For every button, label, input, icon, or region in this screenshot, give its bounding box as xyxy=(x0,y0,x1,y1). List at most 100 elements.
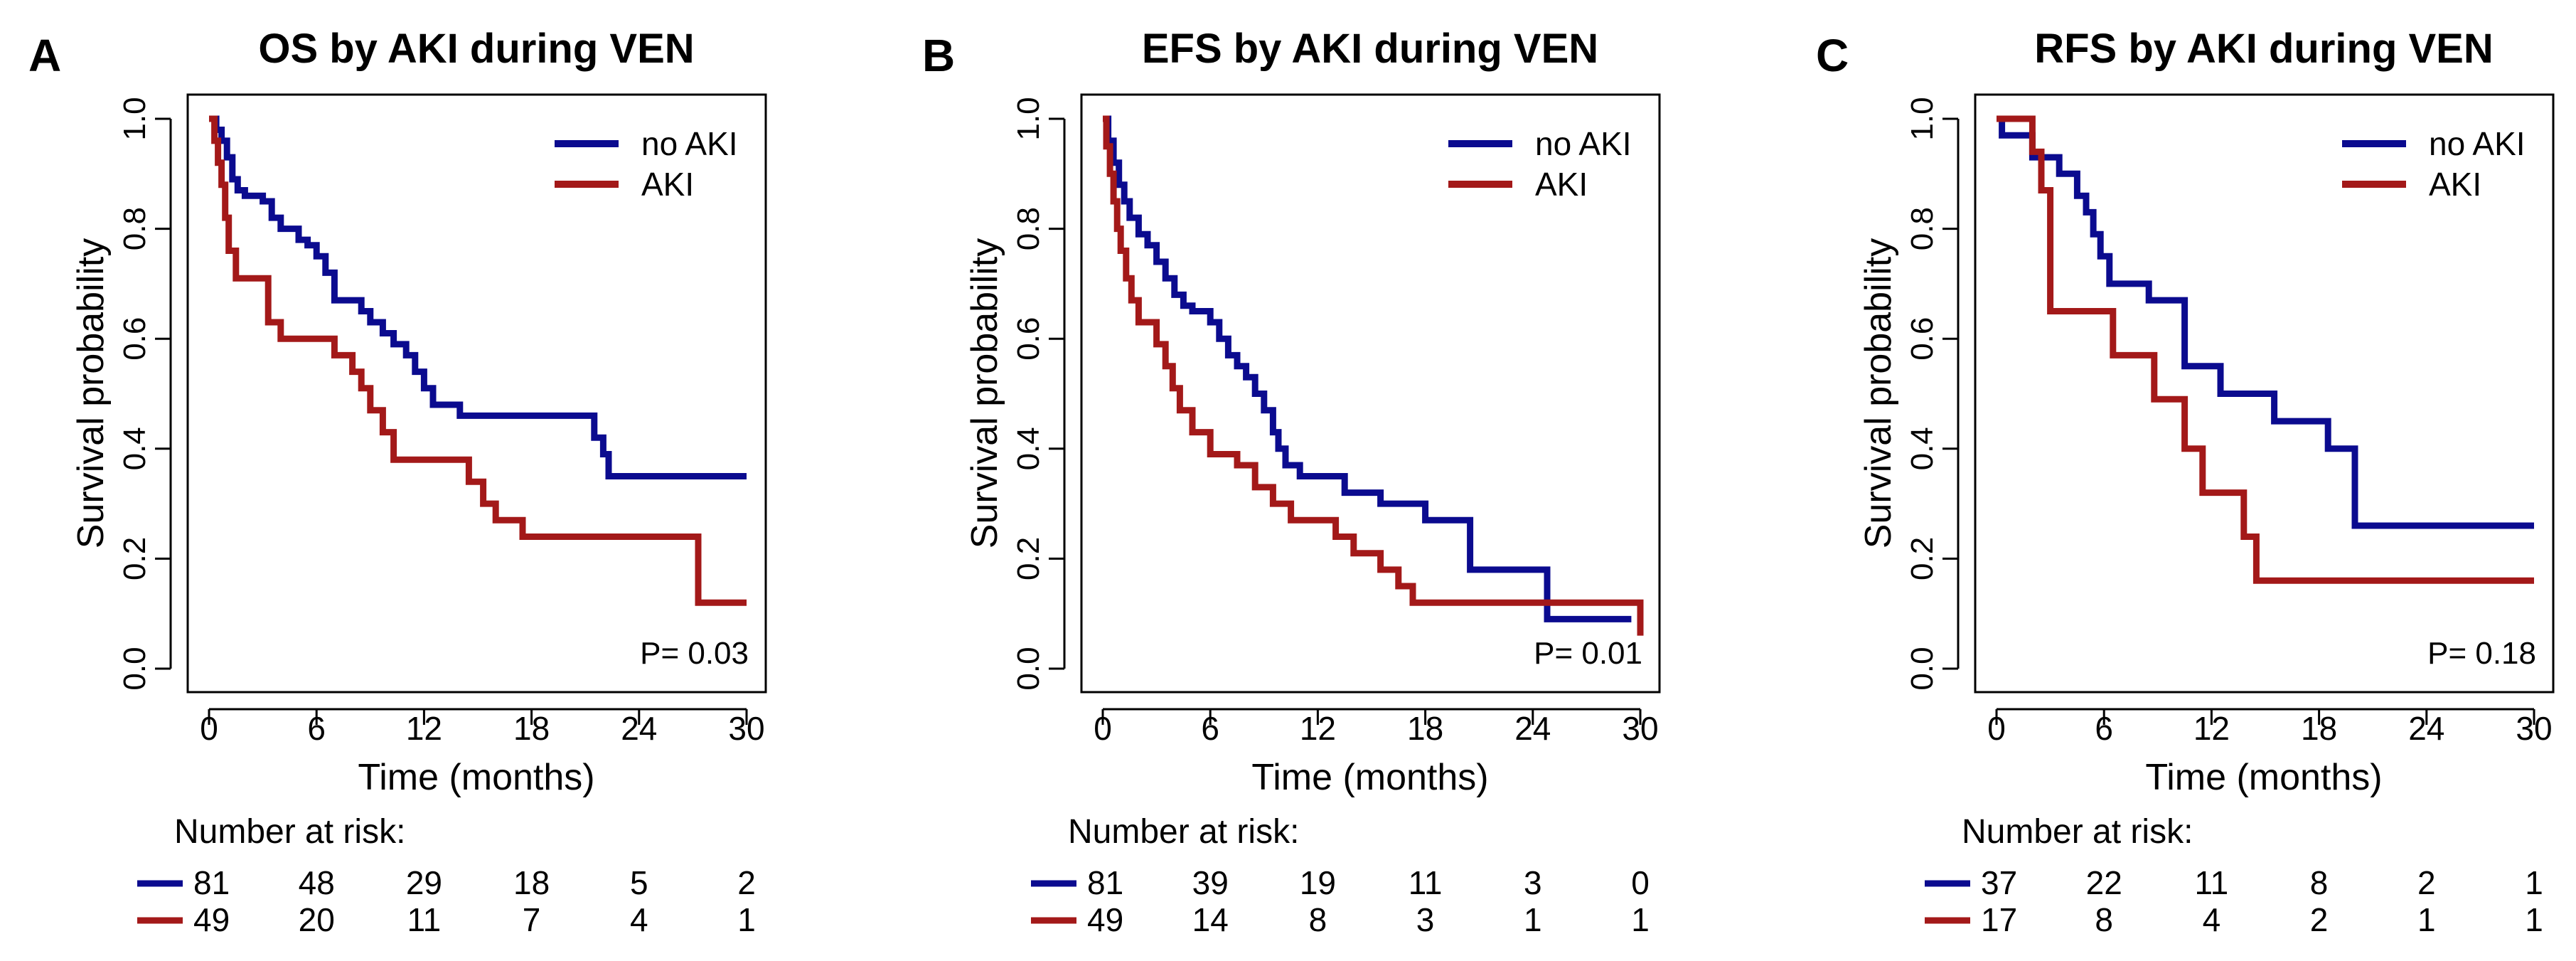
y-axis-label: Survival probability xyxy=(964,238,1005,548)
legend-label: AKI xyxy=(2429,166,2481,203)
risk-count: 81 xyxy=(193,864,230,901)
x-axis-label: Time (months) xyxy=(2145,757,2382,798)
risk-table-header: Number at risk: xyxy=(1068,813,1299,851)
panel-label: C xyxy=(1816,30,1849,81)
x-tick-label: 6 xyxy=(1201,710,1219,747)
y-axis-label: Survival probability xyxy=(70,238,112,548)
x-tick-label: 12 xyxy=(2193,710,2230,747)
p-value: P= 0.18 xyxy=(2427,636,2536,671)
panel-label: A xyxy=(28,30,61,81)
x-tick-label: 0 xyxy=(1094,710,1112,747)
risk-count: 11 xyxy=(407,901,442,938)
risk-count: 2 xyxy=(2310,901,2329,938)
risk-count: 8 xyxy=(2310,864,2329,901)
risk-count: 11 xyxy=(1409,864,1443,901)
km-panel-b: B EFS by AKI during VEN 0.0 0.2 0.4 0.6 0.8 1.0… xyxy=(922,26,1661,938)
y-tick-label: 0.2 xyxy=(1905,537,1940,580)
panel-label: B xyxy=(922,30,955,81)
y-tick-label: 1.0 xyxy=(1011,97,1046,140)
x-axis-label: Time (months) xyxy=(358,757,594,798)
x-tick-label: 6 xyxy=(307,710,326,747)
risk-count: 0 xyxy=(1631,864,1650,901)
y-tick-label: 1.0 xyxy=(117,97,152,140)
risk-count: 8 xyxy=(1309,901,1327,938)
x-tick-label: 12 xyxy=(406,710,442,747)
x-tick-label: 0 xyxy=(1987,710,2006,747)
legend-label: no AKI xyxy=(641,125,738,162)
y-tick-label: 0.0 xyxy=(1011,647,1046,690)
risk-count: 1 xyxy=(2525,864,2543,901)
x-tick-label: 24 xyxy=(621,710,657,747)
y-tick-label: 0.8 xyxy=(1905,207,1940,250)
risk-count: 2 xyxy=(2417,864,2436,901)
x-tick-label: 18 xyxy=(1407,710,1443,747)
x-tick-label: 24 xyxy=(1514,710,1551,747)
x-tick-label: 18 xyxy=(2301,710,2337,747)
risk-count: 14 xyxy=(1192,901,1229,938)
risk-table-header: Number at risk: xyxy=(1962,813,2193,851)
risk-count: 8 xyxy=(2095,901,2113,938)
legend-label: no AKI xyxy=(1535,125,1632,162)
risk-count: 19 xyxy=(1300,864,1336,901)
risk-count: 39 xyxy=(1192,864,1229,901)
km-panel-c: C RFS by AKI during VEN 0.0 0.2 0.4 0.6 0.8 1.0… xyxy=(1816,26,2555,938)
x-tick-label: 30 xyxy=(728,710,764,747)
risk-count: 3 xyxy=(1416,901,1435,938)
risk-count: 11 xyxy=(2195,864,2229,901)
risk-count: 17 xyxy=(1981,901,2017,938)
risk-count: 37 xyxy=(1981,864,2017,901)
km-curve-aki xyxy=(1997,115,2534,584)
y-axis-label: Survival probability xyxy=(1858,238,1899,548)
chart-title: RFS by AKI during VEN xyxy=(2034,26,2494,72)
legend-label: no AKI xyxy=(2429,125,2526,162)
risk-count: 48 xyxy=(299,864,335,901)
p-value: P= 0.03 xyxy=(640,636,749,671)
km-curve-no-aki xyxy=(1103,115,1632,622)
x-tick-label: 0 xyxy=(200,710,218,747)
risk-count: 49 xyxy=(193,901,230,938)
y-tick-label: 0.6 xyxy=(1011,317,1046,361)
y-tick-label: 0.8 xyxy=(1011,207,1046,250)
y-tick-label: 0.2 xyxy=(117,537,152,580)
y-tick-label: 0.4 xyxy=(117,427,152,470)
risk-count: 7 xyxy=(523,901,541,938)
risk-count: 5 xyxy=(630,864,648,901)
risk-count: 3 xyxy=(1524,864,1542,901)
risk-count: 2 xyxy=(737,864,756,901)
y-tick-label: 0.4 xyxy=(1905,427,1940,470)
y-tick-label: 0.0 xyxy=(1905,647,1940,690)
y-tick-label: 0.4 xyxy=(1011,427,1046,470)
y-tick-label: 0.6 xyxy=(1905,317,1940,361)
km-curve-aki xyxy=(1103,115,1644,636)
chart-title: OS by AKI during VEN xyxy=(258,26,694,72)
risk-count: 4 xyxy=(630,901,648,938)
risk-count: 22 xyxy=(2086,864,2122,901)
plot-frame xyxy=(1080,93,1661,694)
x-tick-label: 30 xyxy=(2516,710,2552,747)
risk-count: 1 xyxy=(2417,901,2436,938)
y-tick-label: 0.8 xyxy=(117,207,152,250)
x-tick-label: 30 xyxy=(1622,710,1658,747)
risk-count: 20 xyxy=(299,901,335,938)
y-tick-label: 1.0 xyxy=(1905,97,1940,140)
x-tick-label: 12 xyxy=(1300,710,1336,747)
risk-count: 49 xyxy=(1087,901,1123,938)
x-tick-label: 6 xyxy=(2095,710,2113,747)
chart-title: EFS by AKI during VEN xyxy=(1142,26,1598,72)
risk-count: 1 xyxy=(2525,901,2543,938)
legend-label: AKI xyxy=(1535,166,1588,203)
risk-count: 1 xyxy=(1631,901,1650,938)
y-tick-label: 0.2 xyxy=(1011,537,1046,580)
y-tick-label: 0.6 xyxy=(117,317,152,361)
x-axis-label: Time (months) xyxy=(1251,757,1488,798)
x-tick-label: 18 xyxy=(513,710,550,747)
y-tick-label: 0.0 xyxy=(117,647,152,690)
p-value: P= 0.01 xyxy=(1534,636,1642,671)
plot-frame xyxy=(186,93,767,694)
x-tick-label: 24 xyxy=(2408,710,2444,747)
km-curve-no-aki xyxy=(1997,115,2534,529)
km-panel-a: A OS by AKI during VEN 0.0 0.2 0.4 0.6 0.8 1.0 S… xyxy=(28,26,767,938)
risk-count: 29 xyxy=(406,864,442,901)
risk-count: 4 xyxy=(2203,901,2221,938)
